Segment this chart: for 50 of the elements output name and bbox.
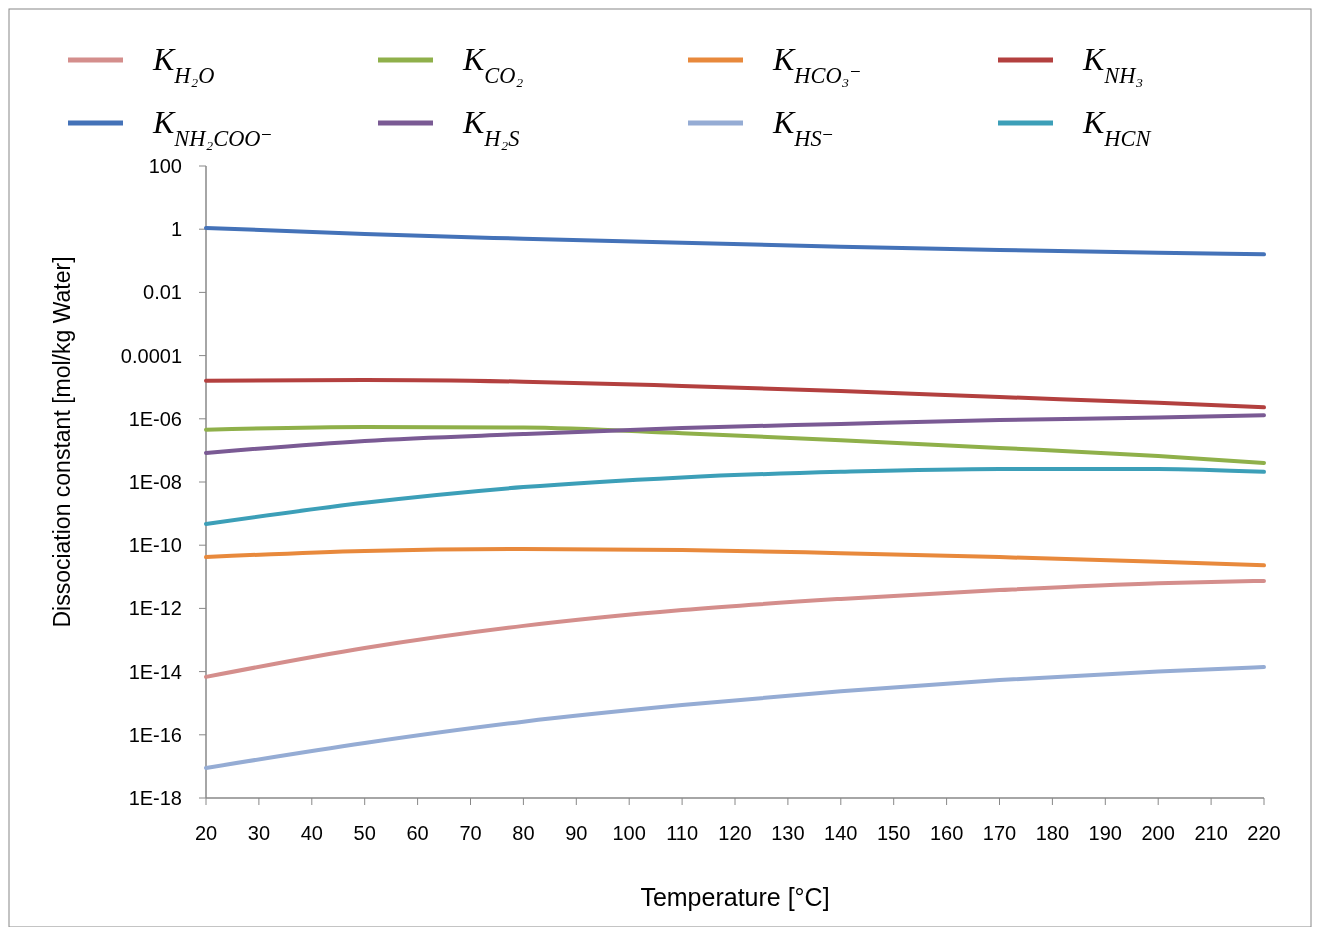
y-tick-label: 0.0001 — [120, 344, 182, 367]
x-tick-label: 170 — [982, 822, 1017, 844]
y-tick-label: 1E-12 — [128, 597, 182, 620]
legend-label: K$_{HS⁻}$ — [772, 104, 834, 151]
x-tick-label: 60 — [406, 822, 429, 844]
x-tick-label: 130 — [771, 822, 805, 844]
y-tick-label: 1E-16 — [128, 723, 182, 746]
x-tick-label: 90 — [565, 822, 588, 844]
legend-label: K$_{H₂O}$ — [152, 41, 215, 88]
line-series — [204, 413, 1266, 455]
x-tick-label: 100 — [612, 822, 646, 844]
legend-label: K$_{H₂S}$ — [462, 104, 520, 151]
x-tick-label: 110 — [666, 822, 699, 844]
legend-label: K$_{HCN}$ — [1082, 104, 1152, 151]
y-tick-label: 0.01 — [143, 281, 182, 304]
x-tick-label: 140 — [824, 822, 858, 844]
y-tick-label: 100 — [148, 155, 182, 177]
legend-label: K$_{NH₂COO⁻}$ — [152, 104, 273, 151]
x-tick-label: 30 — [247, 822, 271, 844]
line-series — [204, 425, 1266, 465]
line-series — [204, 466, 1266, 526]
x-tick-label: 190 — [1088, 822, 1122, 844]
y-tick-label: 1E-18 — [128, 787, 182, 809]
legend-label: K$_{HCO₃⁻}$ — [772, 41, 862, 88]
line-series — [204, 664, 1266, 770]
y-axis-title: Dissociation constant [mol/kg Water] — [49, 256, 75, 628]
y-tick-label: 1 — [170, 218, 182, 241]
y-tick-label: 1E-14 — [128, 660, 182, 683]
x-tick-label: 40 — [300, 822, 323, 844]
x-tick-label: 160 — [929, 822, 964, 844]
x-tick-label: 80 — [512, 822, 535, 844]
legend-label: K$_{NH₃}$ — [1082, 41, 1144, 88]
x-axis-title: Temperature [°C] — [640, 883, 830, 911]
x-tick-label: 20 — [194, 822, 218, 844]
legend-label: K$_{CO₂}$ — [462, 41, 524, 88]
y-tick-label: 1E-08 — [128, 471, 182, 493]
line-series — [204, 377, 1266, 410]
x-tick-label: 150 — [877, 822, 911, 844]
x-tick-label: 120 — [718, 822, 752, 844]
line-series — [204, 578, 1266, 679]
x-tick-label: 50 — [353, 822, 376, 844]
x-tick-label: 220 — [1247, 822, 1281, 844]
y-tick-label: 1E-10 — [128, 534, 182, 557]
y-tick-label: 1E-06 — [128, 407, 182, 430]
x-tick-label: 70 — [459, 822, 482, 844]
x-tick-label: 200 — [1141, 822, 1175, 844]
x-tick-label: 210 — [1194, 822, 1228, 844]
line-series — [204, 546, 1266, 568]
x-tick-label: 180 — [1035, 822, 1070, 844]
line-series — [204, 225, 1266, 257]
